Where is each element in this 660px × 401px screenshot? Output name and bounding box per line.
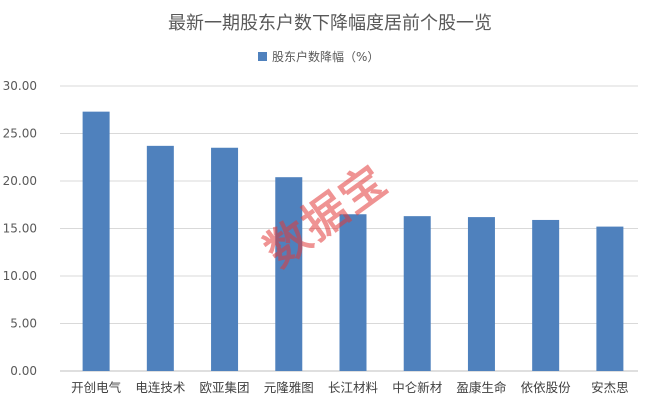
x-category-label: 安杰思: [591, 380, 629, 395]
y-tick-label: 30.00: [3, 79, 37, 93]
bar-8: [532, 219, 560, 371]
y-axis-ticks: 0.00 5.00 10.00 15.00 20.00 25.00 30.00: [3, 79, 37, 378]
y-tick-label: 20.00: [3, 174, 37, 188]
x-category-label: 依依股份: [521, 380, 572, 395]
y-tick-label: 10.00: [3, 269, 37, 283]
y-tick-label: 5.00: [10, 317, 37, 331]
x-category-label: 长江材料: [328, 380, 379, 395]
bar-4: [275, 177, 303, 371]
bar-7: [467, 217, 495, 371]
bar-3: [211, 147, 239, 371]
bars: [82, 111, 624, 372]
bar-6: [403, 216, 431, 371]
legend: 股东户数降幅（%）: [258, 49, 379, 64]
x-axis-categories: 开创电气 电连技术 欧亚集团 元隆雅图 长江材料 中仑新材 盈康生命 依依股份 安杰思: [71, 380, 629, 395]
x-category-label: 欧亚集团: [200, 380, 250, 395]
x-category-label: 中仑新材: [392, 380, 442, 395]
bar-1: [82, 111, 110, 372]
x-category-label: 元隆雅图: [264, 380, 314, 395]
bar-2: [146, 145, 174, 371]
x-category-label: 盈康生命: [456, 380, 507, 395]
legend-label: 股东户数降幅（%）: [272, 49, 379, 64]
y-tick-label: 0.00: [10, 364, 37, 378]
chart-title: 最新一期股东户数下降幅度居前个股一览: [168, 13, 492, 34]
y-tick-label: 25.00: [3, 127, 37, 141]
x-category-label: 开创电气: [71, 380, 122, 395]
legend-swatch: [258, 52, 267, 61]
y-tick-label: 15.00: [3, 222, 37, 236]
x-category-label: 电连技术: [135, 380, 186, 395]
bar-5: [339, 214, 367, 371]
bar-9: [596, 226, 624, 371]
